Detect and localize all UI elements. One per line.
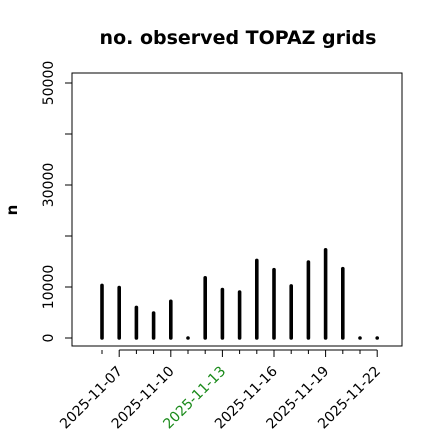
- y-axis: 0 10000 30000 50000: [41, 61, 72, 343]
- chart-title: no. observed TOPAZ grids: [100, 27, 377, 49]
- y-axis-label: n: [3, 205, 21, 216]
- y-tick-label-0: 0: [41, 334, 57, 343]
- y-tick-label-2: 30000: [41, 163, 57, 208]
- x-axis: 2025-11-072025-11-102025-11-132025-11-16…: [57, 349, 384, 432]
- y-tick-label-1: 10000: [41, 265, 57, 310]
- bars-group: [100, 247, 380, 340]
- plot-frame: [71, 72, 403, 347]
- y-tick-label-3: 50000: [41, 61, 57, 106]
